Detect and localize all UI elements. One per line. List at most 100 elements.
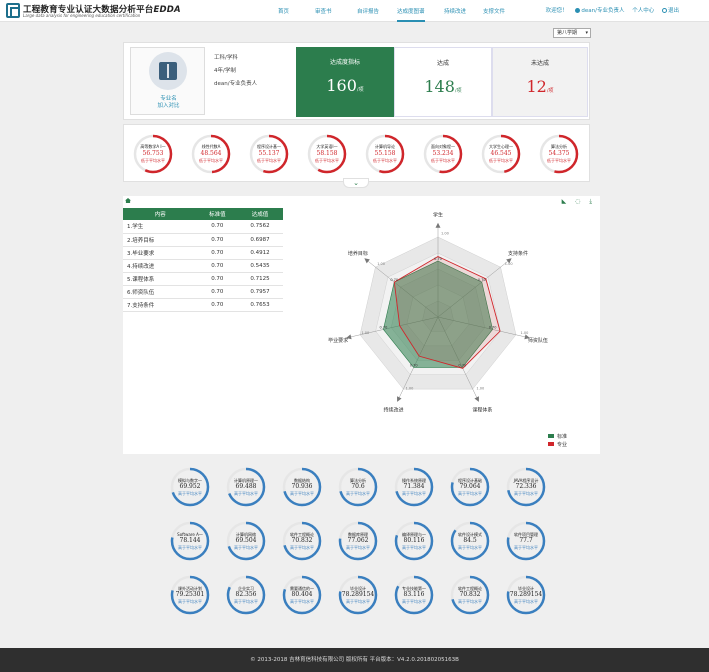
gauge-note: 高于平均水平	[458, 491, 482, 496]
course-gauge[interactable]: 算法分析 54.375 低于平均水平	[538, 133, 580, 175]
legend-standard[interactable]: 标准	[548, 433, 567, 441]
gauge-value: 46.545	[490, 150, 512, 157]
row-content: 3.毕业要求	[123, 246, 198, 260]
course-gauge[interactable]: 软件设计模式 84.5 高于平均水平	[449, 520, 491, 562]
gauge-value: 70.832	[459, 591, 481, 598]
course-gauge[interactable]: 专业技能第一 83.116 高于平均水平	[393, 574, 435, 616]
row-standard: 0.70	[197, 285, 238, 299]
gauge-ring	[338, 575, 378, 615]
course-gauge[interactable]: Software A一 78.144 高于平均水平	[169, 520, 211, 562]
course-gauge[interactable]: 课外活动计划 79.25301 高于平均水平	[169, 574, 211, 616]
indicator-table: 内容 标准值 达成值 1.学生 0.70 0.7562 2.培养目标 0.70 0.698…	[123, 208, 283, 312]
gauge-name: 软件设计模式	[458, 532, 482, 537]
radar-axis-label: 课程体系	[472, 406, 492, 413]
gauge-arc	[226, 467, 266, 507]
nav-item-5[interactable]: 支撑文件	[483, 9, 506, 15]
gauge-ring	[423, 134, 463, 174]
table-row[interactable]: 3.毕业要求 0.70 0.4912	[123, 246, 283, 260]
top-bar: 工程教育专业认证大数据分析平台EDDA Large data analysis …	[0, 0, 709, 22]
nav-item-3[interactable]: 达成度图谱	[397, 7, 425, 22]
gauge-arc	[282, 575, 322, 615]
course-gauge[interactable]: 毕业设计 78.289154 高于平均水平	[505, 574, 547, 616]
course-gauge[interactable]: 算法分析 70.6 高于平均水平	[337, 466, 379, 508]
table-row[interactable]: 5.课程体系 0.70 0.7125	[123, 272, 283, 286]
radar-axis-arrow	[506, 258, 512, 264]
course-gauge[interactable]: 程序设计基一 55.137 低于平均水平	[248, 133, 290, 175]
gauge-note: 高于平均水平	[346, 545, 370, 550]
gauge-ring	[282, 575, 322, 615]
home-icon[interactable]	[125, 198, 131, 203]
gauge-value: 84.5	[463, 537, 477, 544]
course-gauge[interactable]: 面向对象程一 53.234 低于平均水平	[422, 133, 464, 175]
course-gauge[interactable]: 软件项目管理 77.7 高于平均水平	[505, 520, 547, 562]
nav-item-2[interactable]: 自评报告	[357, 9, 380, 15]
course-gauge[interactable]: 线性代数A 48.564 低于平均水平	[190, 133, 232, 175]
row-standard: 0.70	[197, 272, 238, 286]
gauge-note: 高于平均水平	[514, 599, 538, 604]
gauge-value: 80.404	[291, 591, 313, 598]
course-gauge[interactable]: 大学生心理一 46.545 低于平均水平	[480, 133, 522, 175]
course-gauge[interactable]: 大学英语I一 58.158 低于平均水平	[306, 133, 348, 175]
row-content: 5.课程体系	[123, 272, 198, 286]
course-gauge[interactable]: 数据结构 70.936 高于平均水平	[281, 466, 323, 508]
course-gauge[interactable]: 毕业设计 78.289154 高于平均水平	[337, 574, 379, 616]
course-gauge[interactable]: 计算机原理一 69.488 高于平均水平	[225, 466, 267, 508]
course-gauge[interactable]: JAVA程序设计 72.336 高于平均水平	[505, 466, 547, 508]
add-compare-link[interactable]: 加入对比	[157, 103, 180, 109]
gauge-ring	[506, 467, 546, 507]
table-row[interactable]: 2.培养目标 0.70 0.6987	[123, 233, 283, 247]
logout-link[interactable]: 退出	[661, 8, 679, 14]
gauge-value: 79.064	[459, 483, 481, 490]
course-gauge[interactable]: 操作系统原理 71.384 高于平均水平	[393, 466, 435, 508]
radar-value-label: 0.70	[489, 325, 497, 329]
nav-item-1[interactable]: 审查书	[315, 9, 332, 15]
course-gauge[interactable]: 需要通信的一 80.404 高于平均水平	[281, 574, 323, 616]
row-content: 4.持续改进	[123, 259, 198, 273]
stat-achieved[interactable]: 达成 148/项	[394, 47, 492, 117]
gauge-arc	[170, 467, 210, 507]
course-gauge[interactable]: 软件工程概论 70.832 高于平均水平	[449, 574, 491, 616]
gauge-note: 高于平均水平	[290, 545, 314, 550]
table-row[interactable]: 4.持续改进 0.70 0.5435	[123, 259, 283, 273]
gauge-note: 高于平均水平	[346, 491, 370, 496]
course-gauge[interactable]: 计算机导论 55.158 低于平均水平	[364, 133, 406, 175]
stat-total[interactable]: 达成度指标 160/项	[296, 47, 394, 117]
course-gauge[interactable]: 高等数学A I一 56.753 低于平均水平	[132, 133, 174, 175]
nav-item-0[interactable]: 首页	[278, 9, 290, 15]
gauge-value: 69.488	[235, 483, 257, 490]
gauge-value: 77.7	[519, 537, 533, 544]
chart-type-icon[interactable]: ◣	[561, 198, 567, 205]
logo-mark-icon	[6, 3, 20, 18]
radar-value-label: 0.70	[458, 363, 466, 367]
gauge-note: 高于平均水平	[178, 599, 202, 604]
table-row[interactable]: 6.师资队伍 0.70 0.7957	[123, 285, 283, 299]
radar-max-label: 1.00	[361, 331, 369, 335]
semester-select[interactable]: 第八学期	[553, 28, 591, 38]
expand-chevron-icon[interactable]: ⌄	[343, 178, 369, 188]
course-gauge[interactable]: 企业实习 82.356 高于平均水平	[225, 574, 267, 616]
logo[interactable]: 工程教育专业认证大数据分析平台EDDA Large data analysis …	[6, 3, 181, 19]
course-gauge[interactable]: 编译原理与一 80.116 高于平均水平	[393, 520, 435, 562]
refresh-icon[interactable]: ◌	[575, 198, 581, 205]
stat-achieved-label: 达成	[436, 60, 449, 67]
radar-max-label: 1.00	[377, 262, 385, 266]
course-gauge[interactable]: 程序设计基础 79.064 高于平均水平	[449, 466, 491, 508]
stat-unachieved[interactable]: 未达成 12/项	[492, 47, 588, 117]
download-icon[interactable]: ⤓	[589, 198, 592, 205]
radar-axis-label: 持续改进	[384, 406, 404, 413]
major-card[interactable]: 专业名 加入对比	[130, 47, 205, 115]
logo-subtitle: Large data analysis for engineering educ…	[23, 13, 141, 18]
table-row[interactable]: 7.支持条件 0.70 0.7653	[123, 298, 283, 312]
course-gauge[interactable]: 计算机网络 69.504 高于平均水平	[225, 520, 267, 562]
table-row[interactable]: 1.学生 0.70 0.7562	[123, 220, 283, 234]
course-gauge[interactable]: 软件工程概论 70.832 高于平均水平	[281, 520, 323, 562]
nav-item-4[interactable]: 持续改进	[444, 9, 467, 15]
gauge-value: 69.952	[179, 483, 201, 490]
user-menu[interactable]: dean/专业负责人	[575, 8, 624, 14]
course-gauge[interactable]: 数据库原理 77.062 高于平均水平	[337, 520, 379, 562]
personal-center-link[interactable]: 个人中心	[632, 8, 655, 14]
legend-major[interactable]: 专业	[548, 441, 567, 449]
gauge-name: JAVA程序设计	[513, 478, 539, 483]
col-achieved: 达成值	[237, 208, 283, 220]
course-gauge[interactable]: 模拟与数字一 69.952 高于平均水平	[169, 466, 211, 508]
